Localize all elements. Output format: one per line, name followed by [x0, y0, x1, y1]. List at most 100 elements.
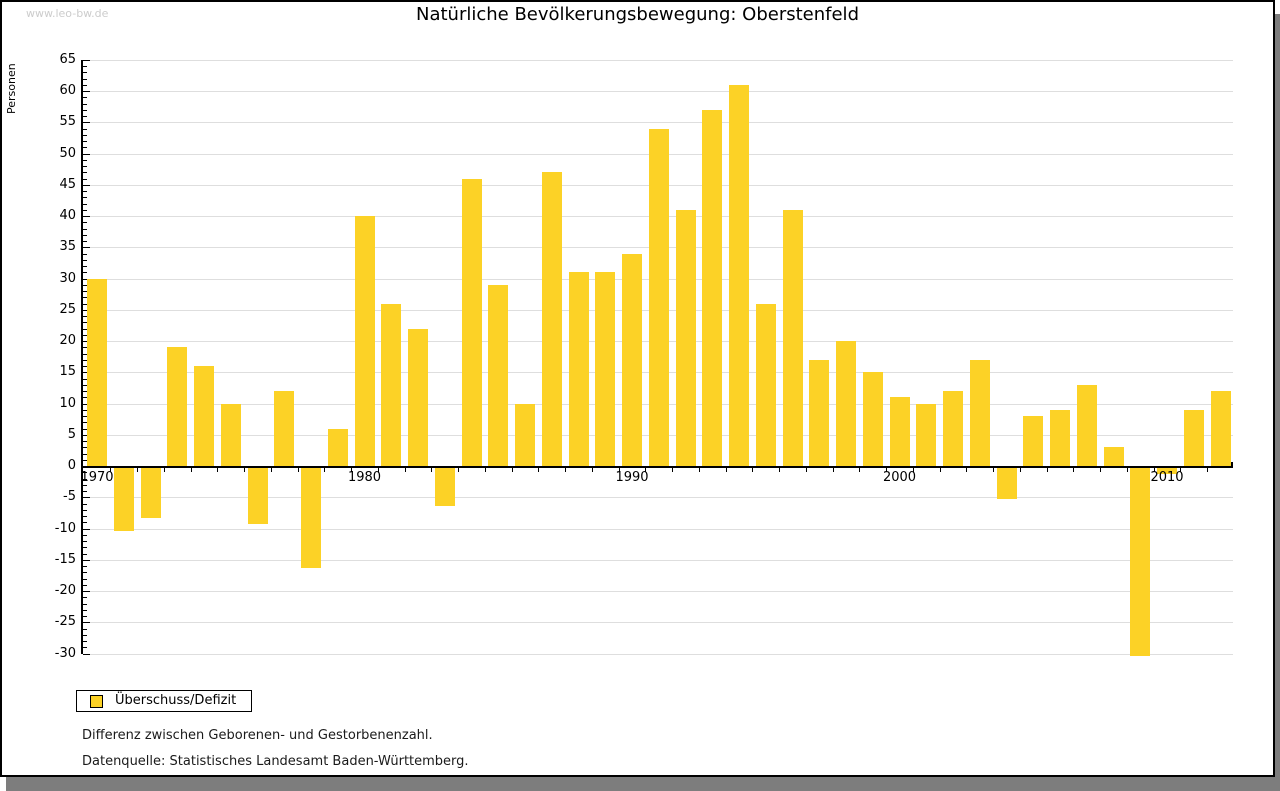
bar-1984	[461, 178, 482, 466]
y-tick	[83, 353, 87, 355]
y-tick	[83, 284, 87, 286]
x-tick	[270, 468, 272, 472]
x-tick	[511, 468, 513, 472]
y-tick	[83, 278, 90, 280]
gridline	[83, 59, 1233, 61]
x-tick-label: 2010	[1150, 470, 1184, 485]
y-tick	[83, 128, 87, 130]
x-tick	[672, 468, 674, 472]
x-tick	[110, 468, 112, 472]
bar-2001	[916, 403, 937, 466]
gridline	[83, 91, 1233, 92]
y-tick	[83, 166, 87, 167]
y-tick	[83, 647, 87, 649]
y-tick-label: 25	[59, 301, 76, 317]
x-tick	[244, 468, 246, 472]
y-tick	[83, 397, 87, 399]
y-axis-line	[81, 60, 83, 654]
chart-page: www.leo-bw.de Natürliche Bevölkerungsbew…	[0, 0, 1275, 777]
y-tick	[83, 234, 87, 236]
y-tick	[83, 534, 87, 536]
bar-1990	[622, 253, 642, 466]
y-tick	[83, 341, 90, 342]
y-tick	[83, 491, 87, 492]
y-tick	[83, 59, 90, 61]
y-tick	[83, 591, 90, 592]
y-tick	[83, 547, 87, 549]
y-tick	[83, 516, 87, 517]
gridline	[83, 122, 1233, 124]
y-tick	[83, 91, 90, 92]
x-tick	[698, 468, 700, 472]
y-tick	[83, 203, 87, 205]
y-tick	[83, 78, 87, 80]
x-tick	[752, 468, 754, 472]
y-tick-label: 35	[59, 239, 76, 255]
legend-box: Überschuss/Defizit	[76, 690, 252, 712]
x-tick	[939, 468, 941, 472]
y-tick	[83, 241, 87, 242]
bar-1976	[247, 468, 268, 525]
x-tick	[324, 468, 326, 472]
y-tick	[83, 184, 90, 186]
y-tick	[83, 134, 87, 136]
bar-1992	[675, 209, 696, 466]
bar-1991	[648, 128, 669, 466]
gridline	[83, 622, 1233, 624]
y-tick	[83, 541, 87, 542]
footnote-description: Differenz zwischen Geborenen- und Gestor…	[82, 728, 433, 743]
x-tick	[859, 468, 861, 472]
bar-1981	[381, 303, 402, 466]
x-tick	[538, 468, 540, 472]
y-tick	[83, 72, 87, 74]
bar-1970	[87, 278, 107, 466]
bar-2002	[943, 391, 963, 466]
y-tick	[83, 122, 90, 124]
bar-2000	[889, 397, 910, 466]
gridline	[83, 559, 1233, 561]
y-tick	[83, 484, 87, 486]
y-tick	[83, 634, 87, 636]
y-tick-label: 0	[67, 458, 76, 473]
y-tick	[83, 503, 87, 505]
y-tick	[83, 209, 87, 211]
y-tick-label: 50	[59, 145, 76, 161]
y-tick-label: -10	[54, 520, 76, 536]
x-tick	[779, 468, 781, 472]
y-tick	[83, 528, 90, 530]
y-tick-label: -30	[54, 645, 76, 661]
y-tick	[83, 216, 90, 217]
y-tick	[83, 359, 87, 361]
bar-1983	[434, 468, 455, 506]
y-tick	[83, 509, 87, 511]
y-tick-label: 15	[59, 364, 76, 380]
bar-1978	[301, 468, 321, 568]
y-tick	[83, 147, 87, 149]
x-tick	[137, 468, 139, 472]
y-tick	[83, 622, 90, 624]
y-tick	[83, 553, 87, 555]
bar-1987	[541, 172, 562, 466]
y-tick	[83, 616, 87, 617]
y-tick	[83, 141, 87, 142]
x-axis-line	[83, 466, 1233, 468]
bar-1993	[702, 109, 723, 466]
y-tick-label: -5	[63, 489, 76, 505]
y-tick	[83, 228, 87, 230]
y-tick	[83, 416, 87, 417]
bar-1995	[755, 303, 776, 466]
x-tick	[431, 468, 433, 472]
y-tick-label: 5	[67, 426, 76, 442]
x-tick	[377, 468, 379, 472]
x-tick	[912, 468, 914, 472]
y-tick	[83, 441, 87, 442]
bar-1972	[140, 468, 161, 518]
x-tick-label: 1980	[347, 470, 382, 485]
y-tick	[83, 391, 87, 392]
x-tick	[404, 468, 406, 472]
y-tick	[83, 409, 87, 411]
bar-1973	[167, 347, 188, 466]
x-tick	[1180, 468, 1182, 472]
y-tick	[83, 603, 87, 605]
x-tick	[832, 468, 834, 472]
